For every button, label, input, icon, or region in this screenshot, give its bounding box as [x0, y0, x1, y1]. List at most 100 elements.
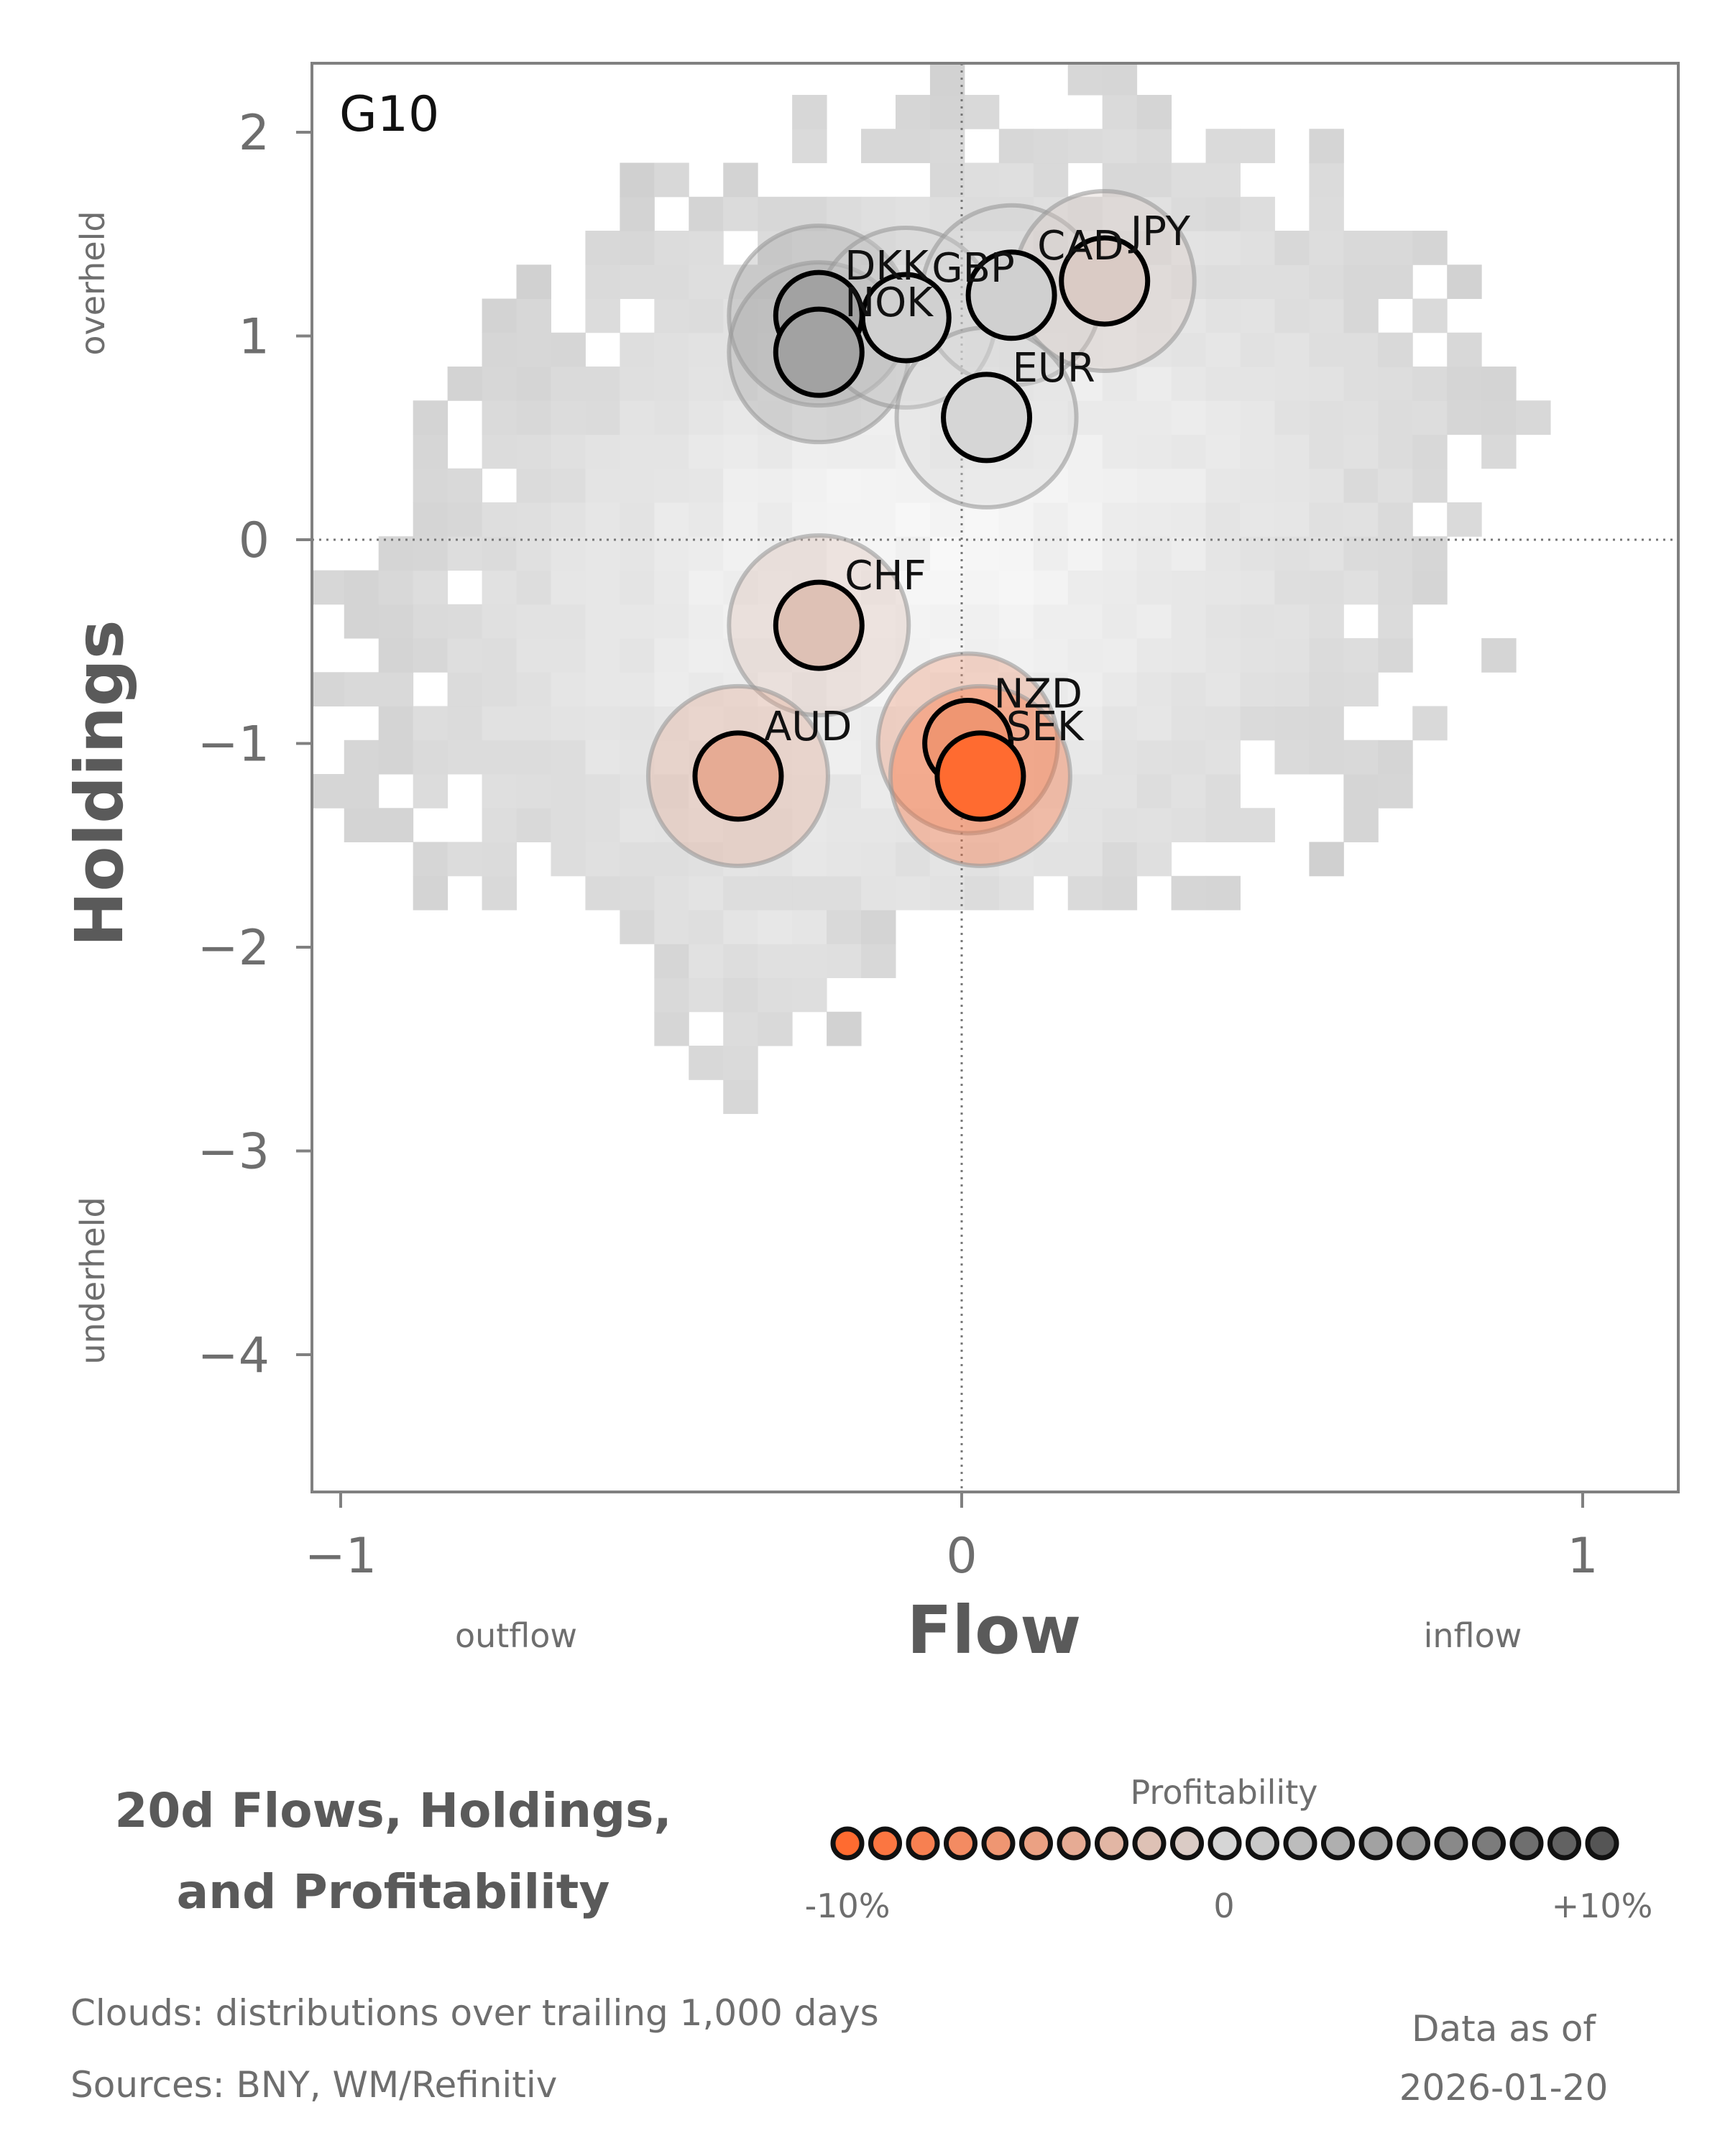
cloud-cell — [1309, 367, 1344, 401]
cloud-cell — [1102, 400, 1138, 436]
cloud-cell — [1343, 502, 1379, 537]
cloud-cell — [447, 638, 483, 673]
cloud-cell — [1378, 570, 1413, 605]
legend-swatch — [1019, 1826, 1053, 1861]
cloud-cell — [654, 944, 689, 979]
cloud-cell — [1067, 570, 1103, 605]
cloud-cell — [312, 570, 345, 605]
x-annotation-high: inflow — [1424, 1616, 1522, 1655]
cloud-cell — [654, 604, 689, 639]
cloud-cell — [792, 875, 827, 911]
cloud-cell — [413, 468, 448, 503]
cloud-cell — [929, 604, 965, 639]
cloud-cell — [758, 944, 793, 979]
cloud-cell — [1067, 672, 1103, 707]
cloud-cell — [792, 502, 827, 537]
cloud-cell — [620, 502, 655, 537]
cloud-cell — [1240, 231, 1275, 265]
cloud-cell — [654, 774, 689, 808]
cloud-cell — [1136, 502, 1172, 537]
cloud-cell — [482, 875, 518, 911]
cloud-cell — [723, 162, 758, 198]
cloud-cell — [1205, 298, 1241, 333]
cloud-cell — [447, 842, 483, 877]
cloud-cell — [516, 468, 551, 503]
cloud-cell — [1205, 196, 1241, 231]
cloud-cell — [1067, 638, 1103, 673]
cloud-cell — [895, 536, 931, 571]
cloud-cell — [620, 706, 655, 741]
cloud-cell — [1309, 842, 1344, 877]
y-tick-label: 1 — [239, 309, 270, 366]
cloud-cell — [689, 502, 724, 537]
cloud-cell — [654, 400, 689, 436]
cloud-cell — [413, 774, 448, 808]
cloud-cell — [413, 502, 448, 537]
cloud-cell — [689, 604, 724, 639]
cloud-cell — [1274, 570, 1310, 605]
cloud-cell — [1240, 196, 1275, 231]
cloud-cell — [620, 264, 655, 300]
cloud-cell — [929, 162, 965, 198]
cloud-cell — [378, 740, 414, 775]
cloud-cell — [998, 570, 1034, 605]
cloud-cell — [1102, 774, 1138, 808]
cloud-cell — [1240, 536, 1275, 571]
cloud-cell — [1447, 502, 1482, 537]
cloud-cell — [482, 808, 518, 843]
cloud-cell — [551, 400, 586, 436]
cloud-cell — [1136, 570, 1172, 605]
axis-ticks: −1 0 1 2 1 0 −1 −2 −3 −4 — [198, 105, 1598, 1585]
data-as-of-label: Data as of — [1412, 2008, 1596, 2050]
label-cad: CAD — [1037, 223, 1124, 270]
cloud-cell — [723, 944, 758, 979]
cloud-cell — [1136, 95, 1172, 129]
cloud-cell — [482, 842, 518, 877]
cloud-cell — [1067, 774, 1103, 808]
cloud-cell — [620, 332, 655, 367]
cloud-cell — [551, 706, 586, 741]
cloud-cell — [792, 536, 827, 571]
cloud-cell — [1171, 162, 1207, 198]
cloud-cell — [1412, 298, 1448, 333]
cloud-cell — [689, 196, 724, 231]
cloud-cell — [964, 842, 1000, 877]
y-tick-label: 2 — [239, 105, 270, 162]
chart-title-line-2: and Profitability — [177, 1864, 610, 1920]
cloud-cell — [1136, 468, 1172, 503]
cloud-cell — [378, 604, 414, 639]
cloud-cell — [482, 502, 518, 537]
cloud-cell — [1102, 875, 1138, 911]
cloud-cell — [1481, 434, 1517, 469]
cloud-cell — [378, 706, 414, 741]
cloud-cell — [827, 944, 862, 979]
cloud-cell — [998, 162, 1034, 198]
legend-swatch — [944, 1826, 978, 1861]
cloud-cell — [516, 400, 551, 436]
cloud-cell — [1033, 604, 1069, 639]
cloud-cell — [1205, 536, 1241, 571]
cloud-cell — [1171, 672, 1207, 707]
cloud-cell — [378, 808, 414, 843]
cloud-cell — [723, 1079, 758, 1115]
cloud-cell — [654, 298, 689, 333]
cloud-cell — [1033, 400, 1069, 436]
cloud-cell — [1343, 264, 1379, 300]
legend-swatch — [981, 1826, 1016, 1861]
cloud-cell — [1378, 367, 1413, 401]
cloud-cell — [792, 129, 827, 164]
cloud-cell — [1102, 672, 1138, 707]
cloud-cell — [516, 774, 551, 808]
legend-swatch — [1170, 1826, 1204, 1861]
y-tick-label: −2 — [198, 920, 270, 977]
legend-swatch — [1472, 1826, 1506, 1861]
cloud-cell — [929, 502, 965, 537]
cloud-cell — [1171, 875, 1207, 911]
cloud-cell — [654, 910, 689, 944]
profitability-legend — [830, 1826, 1619, 1861]
cloud-cell — [964, 95, 1000, 129]
cloud-cell — [620, 231, 655, 265]
cloud-cell — [1274, 332, 1310, 367]
cloud-cell — [895, 196, 931, 231]
cloud-cell — [689, 298, 724, 333]
